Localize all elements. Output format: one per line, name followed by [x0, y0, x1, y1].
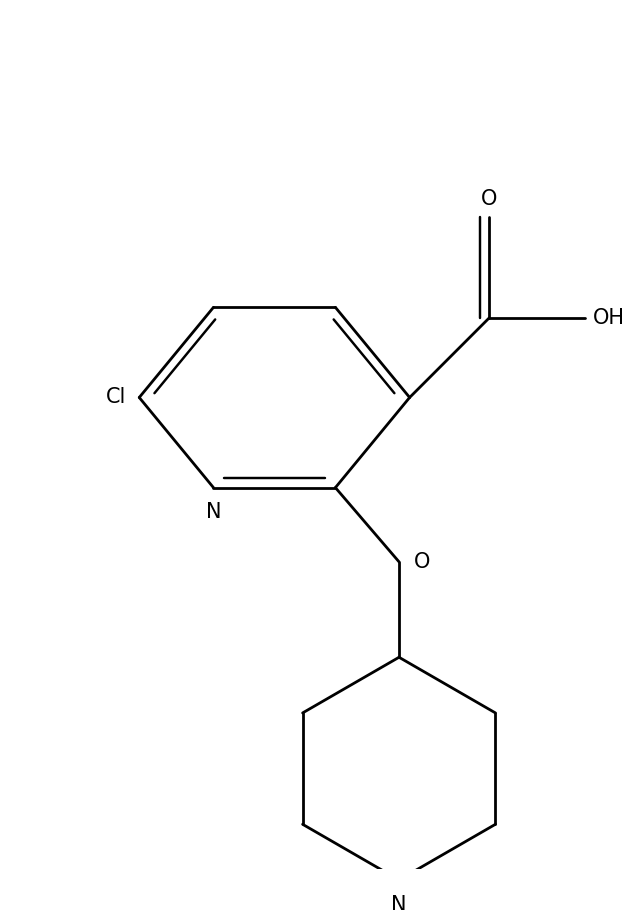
Text: OH: OH: [593, 308, 625, 328]
Text: O: O: [481, 188, 497, 208]
Text: O: O: [414, 551, 430, 571]
Text: N: N: [391, 895, 407, 910]
Text: N: N: [206, 502, 221, 522]
Text: Cl: Cl: [106, 388, 127, 408]
